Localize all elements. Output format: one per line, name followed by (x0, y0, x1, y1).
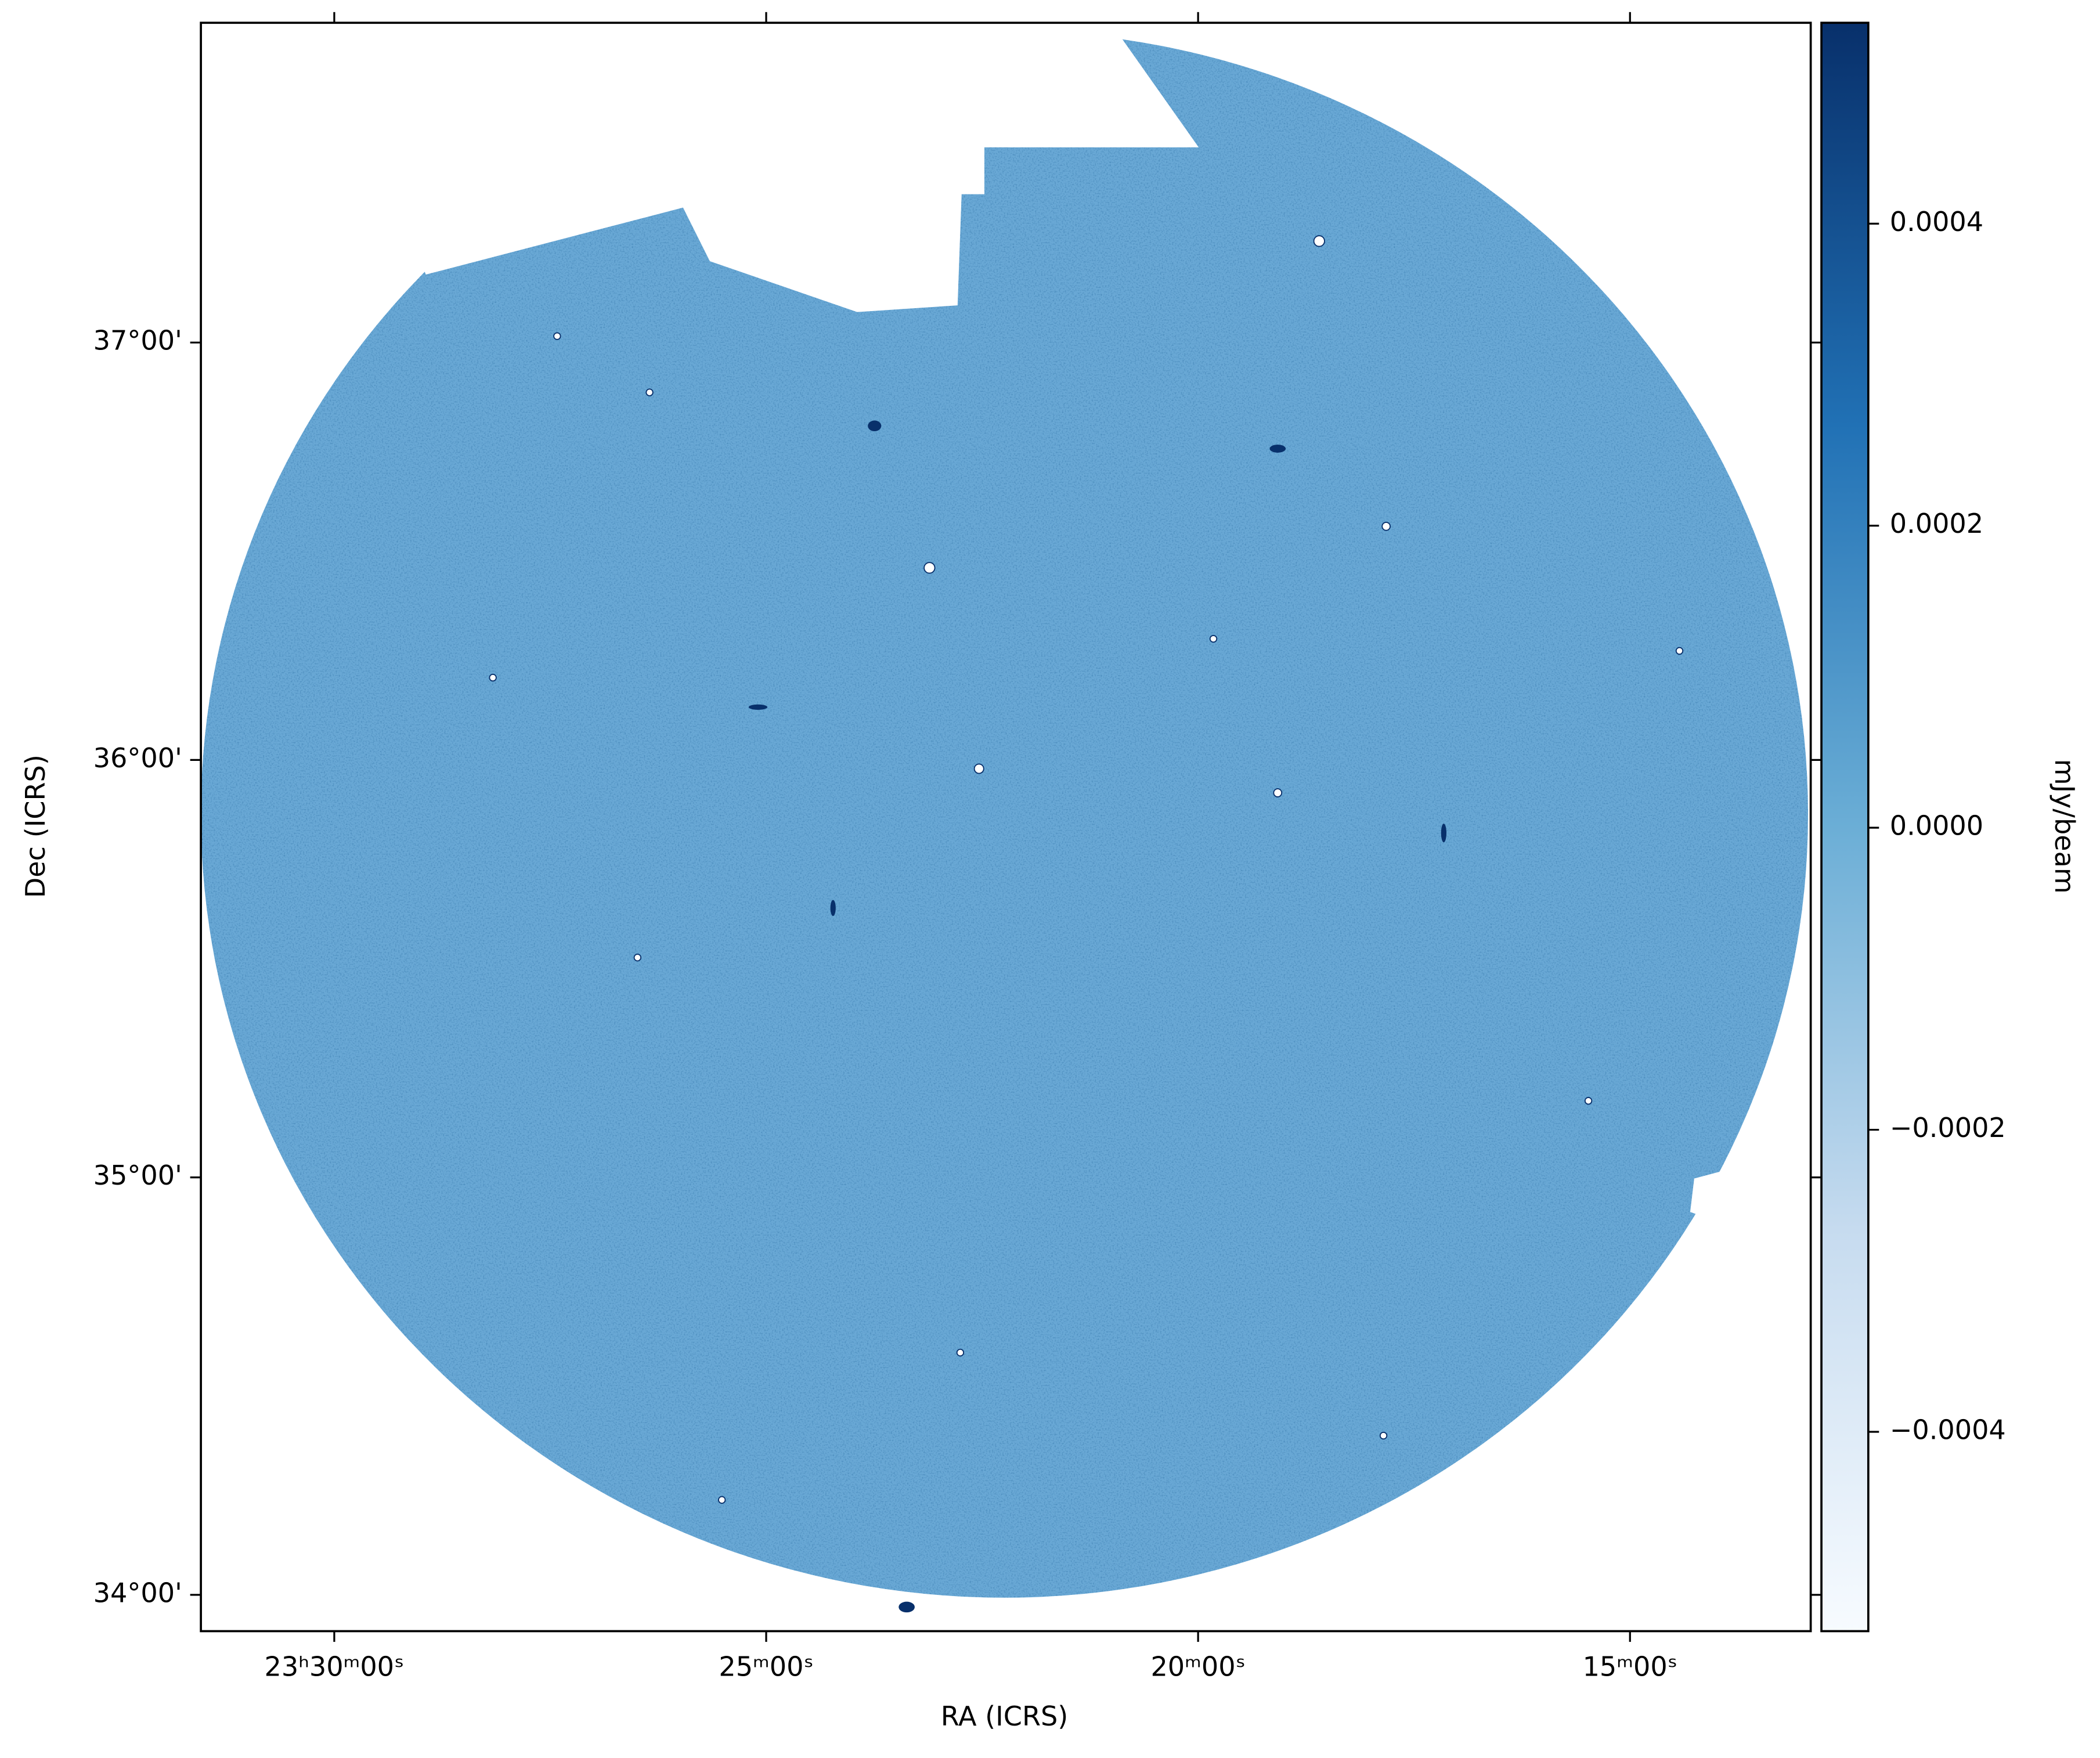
x-tick-label: 20ᵐ00ˢ (1150, 1651, 1245, 1683)
colorbar-tick-label: 0.0002 (1890, 508, 1983, 539)
y-axis-label: Dec (ICRS) (20, 755, 51, 898)
cutout (308, 0, 1199, 312)
y-tick-label: 37°00' (93, 325, 182, 356)
colorbar-label: mJy/beam (2049, 759, 2080, 894)
x-tick-label: 23ʰ30ᵐ00ˢ (265, 1651, 405, 1683)
y-tick-label: 36°00' (93, 742, 182, 774)
colorbar-tick-label: −0.0004 (1890, 1414, 2006, 1445)
dark-sources (748, 420, 1446, 1613)
sky-image (201, 0, 1808, 1613)
y-tick-label: 35°00' (93, 1160, 182, 1191)
x-tick-label: 25ᵐ00ˢ (719, 1651, 813, 1683)
colorbar-tick-label: 0.0004 (1890, 206, 1983, 237)
sources (489, 235, 1684, 1504)
colorbar (1820, 21, 1870, 1633)
y-tick-label: 34°00' (93, 1577, 182, 1608)
colorbar-tick-label: 0.0000 (1890, 810, 1983, 842)
cutout (1690, 1162, 1755, 1235)
colorbar-tick-label: −0.0002 (1890, 1112, 2006, 1143)
x-tick-label: 15ᵐ00ˢ (1583, 1651, 1677, 1683)
axes-frame (200, 21, 1812, 1633)
x-axis-label: RA (ICRS) (941, 1701, 1069, 1732)
field (201, 31, 1808, 1598)
